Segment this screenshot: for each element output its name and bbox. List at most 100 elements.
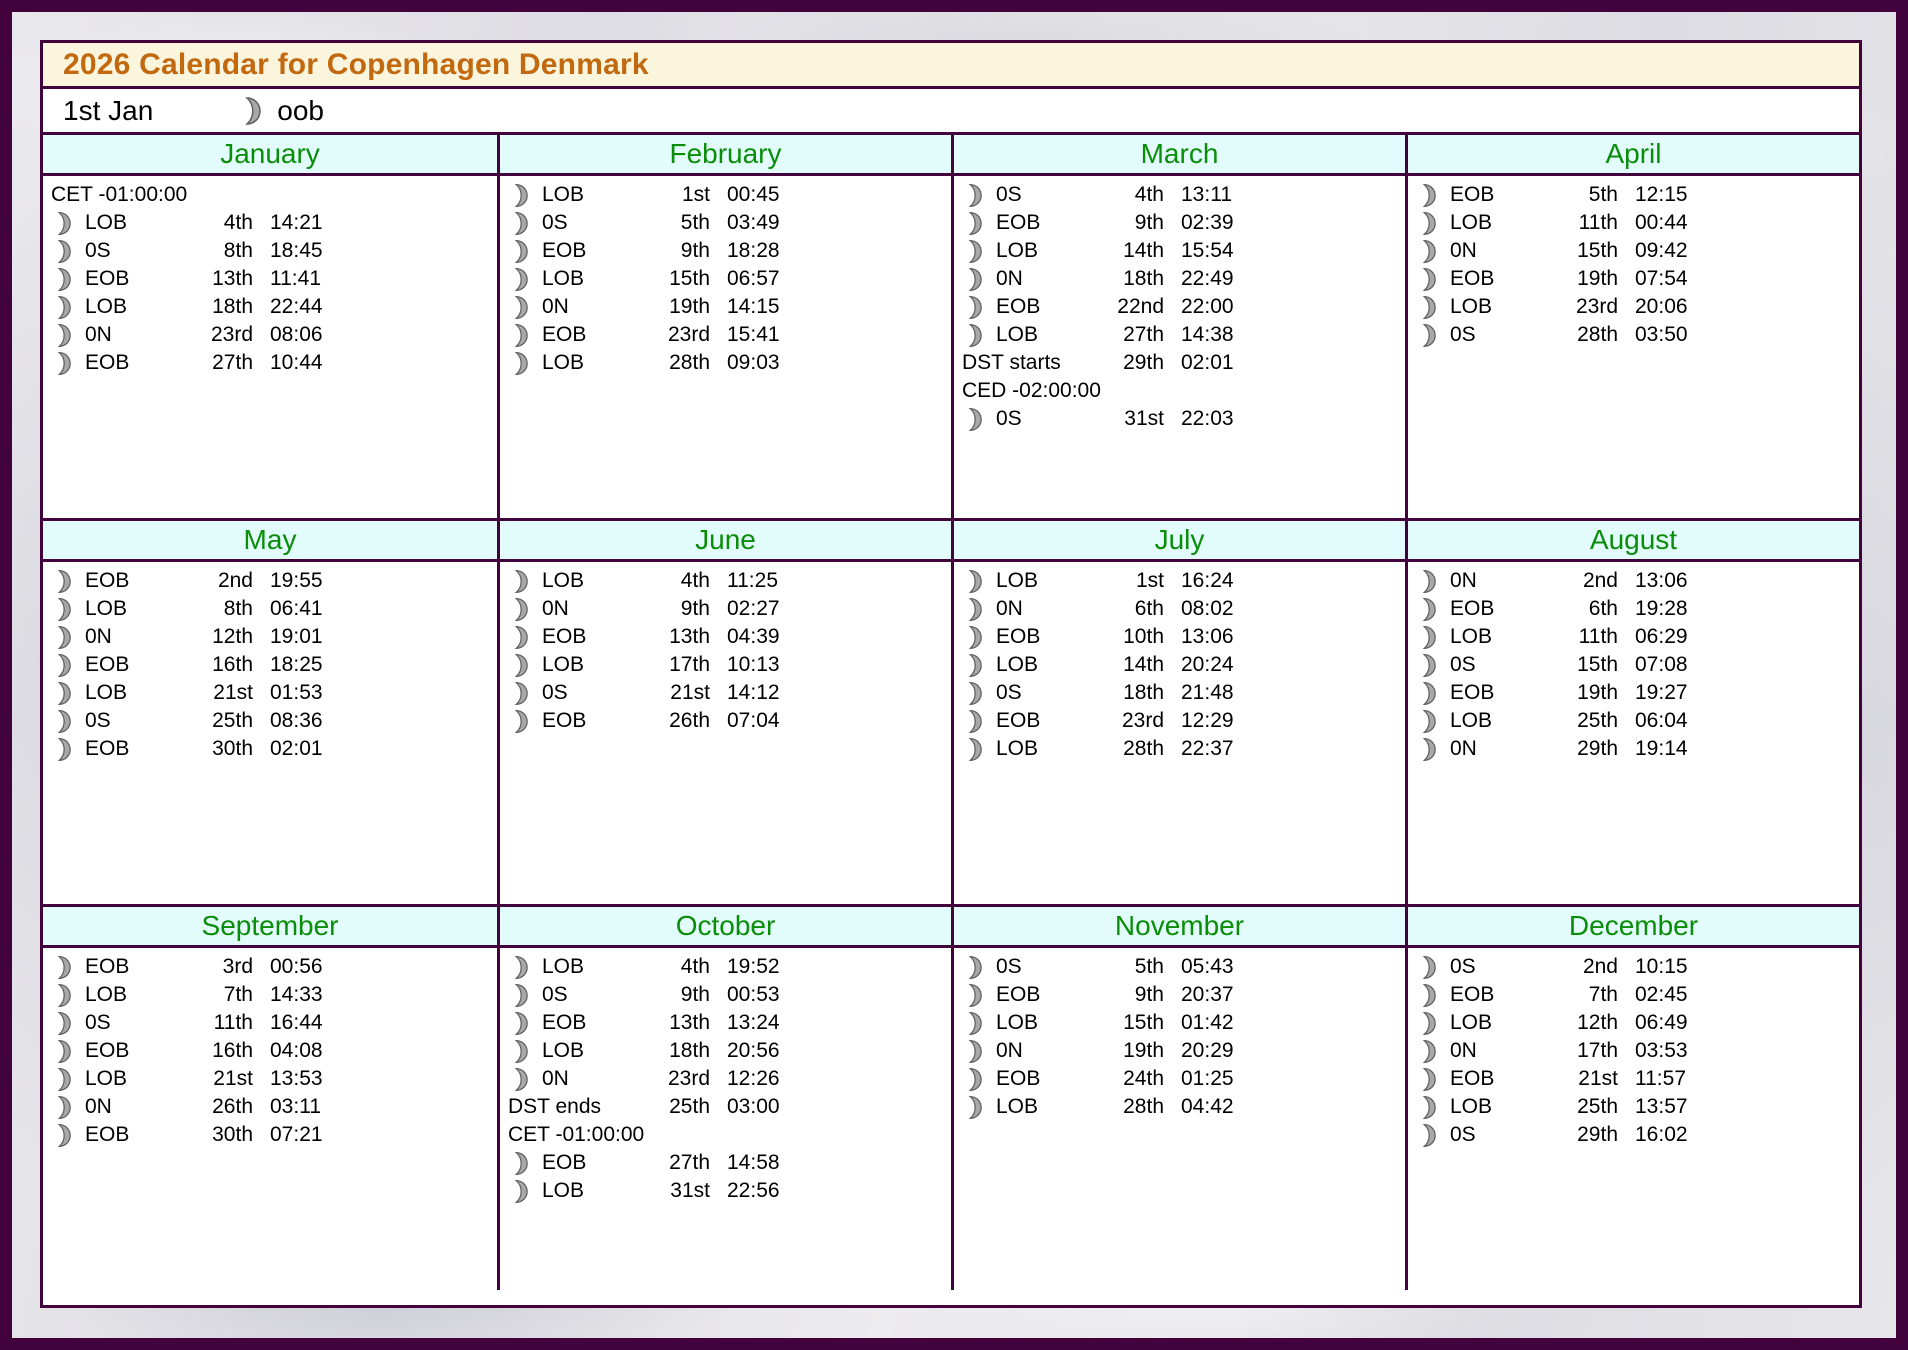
- month-panel-july: July LOB 1st 16:24 0N 6th 08:02 EOB 10th 13:06 LOB…: [951, 521, 1405, 904]
- event-label: LOB: [996, 1095, 1039, 1118]
- event-row: EOB 30th 07:21: [51, 1121, 489, 1149]
- event-label: EOB: [85, 955, 130, 978]
- moon-icon: [1416, 1011, 1450, 1036]
- moon-icon: [962, 1067, 996, 1092]
- event-row: LOB 28th 22:37: [962, 735, 1397, 763]
- event-date: 9th: [1134, 211, 1164, 234]
- event-row: LOB 25th 06:04: [1416, 707, 1851, 735]
- timezone-note: CED -02:00:00: [962, 377, 1397, 405]
- event-row: 0N 15th 09:42: [1416, 237, 1851, 265]
- moon-icon: [1416, 597, 1450, 622]
- event-row: EOB 2nd 19:55: [51, 567, 489, 595]
- event-time: 13:06: [1635, 569, 1688, 592]
- moon-icon: [514, 1151, 528, 1175]
- event-time: 12:15: [1635, 183, 1688, 206]
- event-label: 0S: [542, 211, 568, 234]
- event-label: 0N: [542, 597, 569, 620]
- month-body: EOB 3rd 00:56 LOB 7th 14:33 0S 11th 16:44 EOB 16th…: [43, 948, 497, 1290]
- moon-icon: [968, 625, 982, 649]
- dst-row: DST ends 25th 03:00: [508, 1093, 943, 1121]
- event-row: LOB 15th 06:57: [508, 265, 943, 293]
- event-date: 31st: [1124, 407, 1164, 430]
- moon-icon: [57, 737, 71, 761]
- moon-icon: [57, 211, 71, 235]
- event-label: LOB: [542, 267, 585, 290]
- moon-icon: [962, 1011, 996, 1036]
- event-date: 9th: [680, 983, 710, 1006]
- event-time: 15:54: [1181, 239, 1234, 262]
- moon-icon: [962, 597, 996, 622]
- event-row: LOB 17th 10:13: [508, 651, 943, 679]
- event-time: 00:56: [270, 955, 323, 978]
- month-body: EOB 5th 12:15 LOB 11th 00:44 0N 15th 09:42 EOB 19t…: [1408, 176, 1859, 518]
- moon-icon: [968, 653, 982, 677]
- event-date: 27th: [669, 1151, 710, 1174]
- event-label: EOB: [1450, 1067, 1495, 1090]
- event-label: LOB: [1450, 625, 1493, 648]
- moon-icon: [968, 709, 982, 733]
- event-label: EOB: [996, 983, 1041, 1006]
- event-time: 08:36: [270, 709, 323, 732]
- month-header: August: [1408, 521, 1859, 562]
- event-label: EOB: [85, 737, 130, 760]
- event-date: 28th: [669, 351, 710, 374]
- moon-icon: [1416, 239, 1450, 264]
- moon-icon: [51, 323, 85, 348]
- event-date: 7th: [1588, 983, 1618, 1006]
- moon-icon: [508, 1067, 542, 1092]
- event-date: 28th: [1577, 323, 1618, 346]
- event-date: 30th: [212, 737, 253, 760]
- moon-icon: [508, 681, 542, 706]
- event-row: EOB 9th 02:39: [962, 209, 1397, 237]
- moon-icon: [51, 983, 85, 1008]
- moon-icon: [514, 183, 528, 207]
- event-time: 10:13: [727, 653, 780, 676]
- moon-icon: [1422, 323, 1436, 347]
- event-time: 14:15: [727, 295, 780, 318]
- month-header: April: [1408, 135, 1859, 176]
- event-label: 0N: [1450, 239, 1477, 262]
- event-time: 22:03: [1181, 407, 1234, 430]
- moon-icon: [514, 267, 528, 291]
- event-date: 13th: [669, 1011, 710, 1034]
- moon-icon: [57, 1123, 71, 1147]
- event-row: 0N 26th 03:11: [51, 1093, 489, 1121]
- moon-icon: [968, 239, 982, 263]
- event-label: LOB: [542, 1179, 585, 1202]
- event-date: 4th: [223, 211, 253, 234]
- event-row: EOB 19th 07:54: [1416, 265, 1851, 293]
- event-date: 25th: [1577, 1095, 1618, 1118]
- event-row: EOB 13th 11:41: [51, 265, 489, 293]
- event-label: 0N: [542, 1067, 569, 1090]
- event-date: 21st: [213, 681, 253, 704]
- event-time: 13:57: [1635, 1095, 1688, 1118]
- moon-icon: [57, 709, 71, 733]
- event-label: 0S: [542, 681, 568, 704]
- moon-icon: [508, 1151, 542, 1176]
- moon-icon: [245, 96, 262, 125]
- event-label: EOB: [1450, 597, 1495, 620]
- event-row: 0S 15th 07:08: [1416, 651, 1851, 679]
- event-date: 2nd: [1582, 569, 1618, 592]
- event-time: 14:58: [727, 1151, 780, 1174]
- event-row: 0N 19th 20:29: [962, 1037, 1397, 1065]
- moon-icon: [57, 1095, 71, 1119]
- event-time: 13:11: [1181, 183, 1232, 206]
- event-row: LOB 23rd 20:06: [1416, 293, 1851, 321]
- event-date: 19th: [1577, 681, 1618, 704]
- event-row: EOB 21st 11:57: [1416, 1065, 1851, 1093]
- event-date: 31st: [670, 1179, 710, 1202]
- event-time: 10:44: [270, 351, 323, 374]
- month-header: September: [43, 907, 497, 948]
- event-date: 2nd: [1582, 955, 1618, 978]
- event-label: 0S: [1450, 323, 1476, 346]
- event-time: 00:53: [727, 983, 780, 1006]
- calendar-table: 2026 Calendar for Copenhagen Denmark 1st…: [40, 40, 1862, 1308]
- event-date: 19th: [1123, 1039, 1164, 1062]
- month-panel-april: April EOB 5th 12:15 LOB 11th 00:44 0N 15th 09:42 E…: [1405, 135, 1859, 518]
- event-time: 18:45: [270, 239, 323, 262]
- event-date: 18th: [1123, 681, 1164, 704]
- event-time: 12:29: [1181, 709, 1234, 732]
- event-date: 30th: [212, 1123, 253, 1146]
